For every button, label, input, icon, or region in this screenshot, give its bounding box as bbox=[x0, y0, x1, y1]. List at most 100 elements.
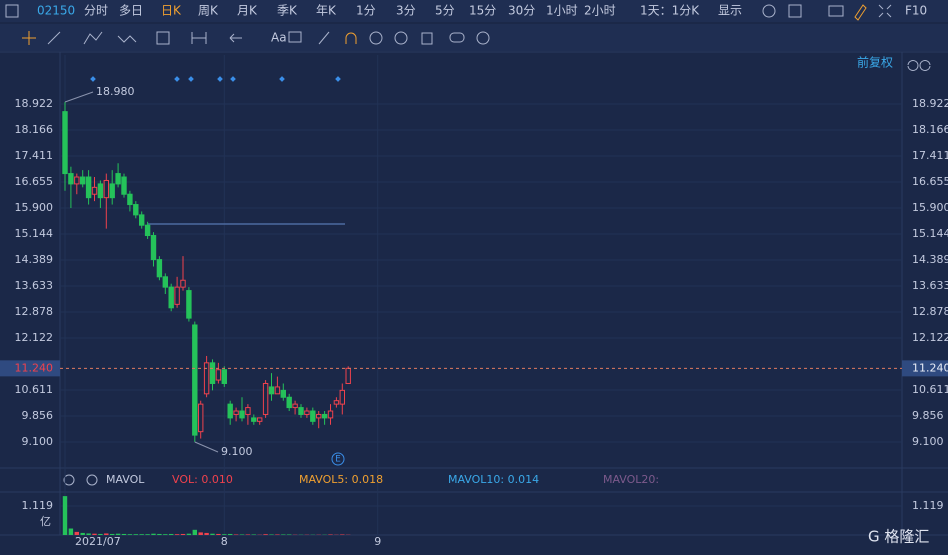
vol-close[interactable] bbox=[86, 474, 98, 486]
sidebar-toggle[interactable] bbox=[5, 4, 19, 18]
period-button[interactable]: 2小时 bbox=[584, 4, 616, 18]
period-button[interactable]: 周K bbox=[198, 4, 219, 18]
candle-body bbox=[156, 259, 163, 278]
period-button[interactable]: 显示 bbox=[718, 4, 742, 18]
lock-tool[interactable] bbox=[369, 31, 383, 45]
volume-bar bbox=[222, 534, 227, 535]
volume-bar bbox=[110, 533, 115, 535]
comment-tool[interactable] bbox=[288, 31, 302, 43]
delete-tool[interactable] bbox=[421, 32, 433, 45]
y-tick-label: 16.655 bbox=[15, 175, 54, 188]
ruler-tool[interactable] bbox=[318, 31, 330, 45]
draw-tools[interactable] bbox=[22, 4, 931, 486]
toolbar-top bbox=[0, 0, 948, 22]
y-tick-label: 18.922 bbox=[15, 97, 54, 110]
checkbox[interactable] bbox=[788, 4, 802, 18]
period-button[interactable]: 年K bbox=[316, 4, 337, 18]
candle-body bbox=[97, 183, 104, 199]
volume-bar bbox=[269, 534, 274, 535]
candle-body bbox=[292, 403, 298, 409]
candle-body bbox=[257, 417, 263, 422]
volume-bar bbox=[263, 534, 268, 535]
volume-bar bbox=[68, 528, 74, 535]
period-button[interactable]: 多日 bbox=[119, 4, 143, 18]
event-marker-text[interactable]: E bbox=[335, 455, 341, 465]
volume-bar bbox=[245, 534, 251, 535]
camera-icon[interactable] bbox=[828, 5, 844, 17]
period-button[interactable]: 日K bbox=[161, 4, 182, 18]
candle-body bbox=[121, 176, 127, 195]
volume-bar bbox=[174, 534, 180, 535]
period-button[interactable]: 分时 bbox=[84, 4, 108, 18]
settings-tool[interactable] bbox=[476, 31, 490, 45]
candle-body bbox=[103, 179, 109, 199]
watermark: G 格隆汇 bbox=[868, 528, 929, 546]
event-dot[interactable] bbox=[90, 76, 96, 82]
candle-body bbox=[233, 410, 239, 415]
volume-bar bbox=[74, 531, 79, 535]
move-tool[interactable] bbox=[22, 31, 36, 45]
vol-unit: 亿 bbox=[40, 515, 51, 528]
undo-redo[interactable] bbox=[907, 60, 931, 71]
magnet-tool[interactable] bbox=[345, 32, 357, 44]
last-price-label: 11.240 bbox=[15, 361, 54, 374]
stock-code[interactable]: 02150 bbox=[37, 4, 75, 18]
pen-icon[interactable] bbox=[854, 4, 867, 21]
hide-tool[interactable] bbox=[394, 31, 408, 45]
candle-body bbox=[286, 396, 292, 409]
f10-button[interactable]: F10 bbox=[905, 4, 927, 18]
vol-name: MAVOL bbox=[106, 473, 145, 486]
wave-tool[interactable] bbox=[117, 35, 137, 43]
candle-body bbox=[327, 410, 334, 419]
candle-body bbox=[209, 362, 216, 384]
vol-settings[interactable] bbox=[63, 474, 75, 486]
event-dot[interactable] bbox=[230, 76, 236, 82]
range-tool[interactable] bbox=[191, 32, 207, 44]
period-button[interactable]: 月K bbox=[237, 4, 258, 18]
y-tick-label-right: 12.122 bbox=[912, 331, 948, 344]
event-dot[interactable] bbox=[279, 76, 285, 82]
event-dot[interactable] bbox=[188, 76, 194, 82]
link-tool[interactable] bbox=[449, 32, 465, 43]
candle-body bbox=[262, 382, 269, 415]
path-tool[interactable] bbox=[83, 31, 103, 45]
period-button[interactable]: 季K bbox=[277, 4, 298, 18]
candle-body bbox=[139, 214, 145, 226]
period-button[interactable]: 1小时 bbox=[546, 4, 578, 18]
event-dot[interactable] bbox=[217, 76, 223, 82]
event-dot[interactable] bbox=[174, 76, 180, 82]
text-tool[interactable]: Aa bbox=[271, 31, 287, 45]
volume-bar bbox=[180, 533, 186, 535]
arrow-tool[interactable] bbox=[229, 33, 242, 43]
y-tick-label: 17.411 bbox=[15, 149, 54, 162]
period-button[interactable]: 30分 bbox=[508, 4, 535, 18]
candle-body bbox=[251, 417, 257, 422]
fullscreen-icon[interactable] bbox=[878, 4, 892, 18]
period-button[interactable]: 1分 bbox=[356, 4, 376, 18]
candle-body bbox=[333, 400, 340, 405]
period-button[interactable]: 1天：1分K bbox=[640, 4, 700, 18]
y-tick-label: 15.144 bbox=[15, 227, 54, 240]
volume-bar bbox=[127, 534, 133, 535]
vol-indicator: MAVOL20: bbox=[603, 473, 659, 486]
settings-icon[interactable] bbox=[762, 4, 776, 18]
line-tool[interactable] bbox=[47, 31, 61, 45]
period-button[interactable]: 3分 bbox=[396, 4, 416, 18]
period-button[interactable]: 15分 bbox=[469, 4, 496, 18]
candle-body bbox=[68, 173, 74, 185]
volume-bar bbox=[133, 534, 138, 535]
max-pointer bbox=[64, 91, 94, 103]
adjust-mode[interactable]: 前复权 bbox=[857, 55, 893, 70]
y-tick-label-right: 16.655 bbox=[912, 175, 948, 188]
event-marker[interactable] bbox=[331, 452, 345, 466]
period-button[interactable]: 5分 bbox=[435, 4, 455, 18]
y-tick-label: 15.900 bbox=[15, 201, 54, 214]
last-price-label-right: 11.240 bbox=[912, 361, 948, 374]
y-tick-label-right: 10.611 bbox=[912, 383, 948, 396]
measure-tool[interactable] bbox=[156, 31, 170, 45]
event-dot[interactable] bbox=[335, 76, 341, 82]
volume-bar bbox=[139, 534, 144, 535]
candle-body bbox=[203, 362, 210, 395]
